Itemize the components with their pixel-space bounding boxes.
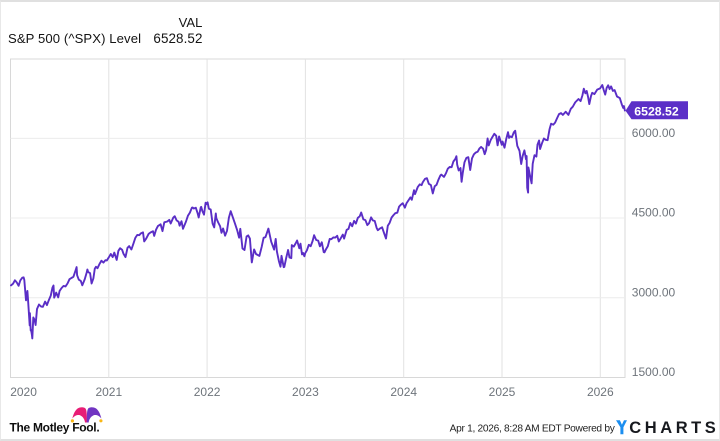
svg-text:The Motley Fool.: The Motley Fool. <box>10 421 100 435</box>
svg-text:2022: 2022 <box>194 385 221 399</box>
svg-text:2020: 2020 <box>10 385 37 399</box>
svg-text:3000.00: 3000.00 <box>632 285 676 299</box>
svg-text:2023: 2023 <box>292 385 319 399</box>
svg-text:2024: 2024 <box>390 385 417 399</box>
svg-text:1500.00: 1500.00 <box>632 365 676 379</box>
svg-text:6000.00: 6000.00 <box>632 126 676 140</box>
svg-text:2025: 2025 <box>489 385 516 399</box>
svg-text:2021: 2021 <box>95 385 122 399</box>
svg-text:Apr 1, 2026, 8:28 AM EDT Power: Apr 1, 2026, 8:28 AM EDT Powered by <box>450 423 616 434</box>
svg-text:CHARTS: CHARTS <box>629 419 719 437</box>
svg-text:2026: 2026 <box>587 385 614 399</box>
svg-text:4500.00: 4500.00 <box>632 206 676 220</box>
svg-text:6528.52: 6528.52 <box>634 105 679 119</box>
